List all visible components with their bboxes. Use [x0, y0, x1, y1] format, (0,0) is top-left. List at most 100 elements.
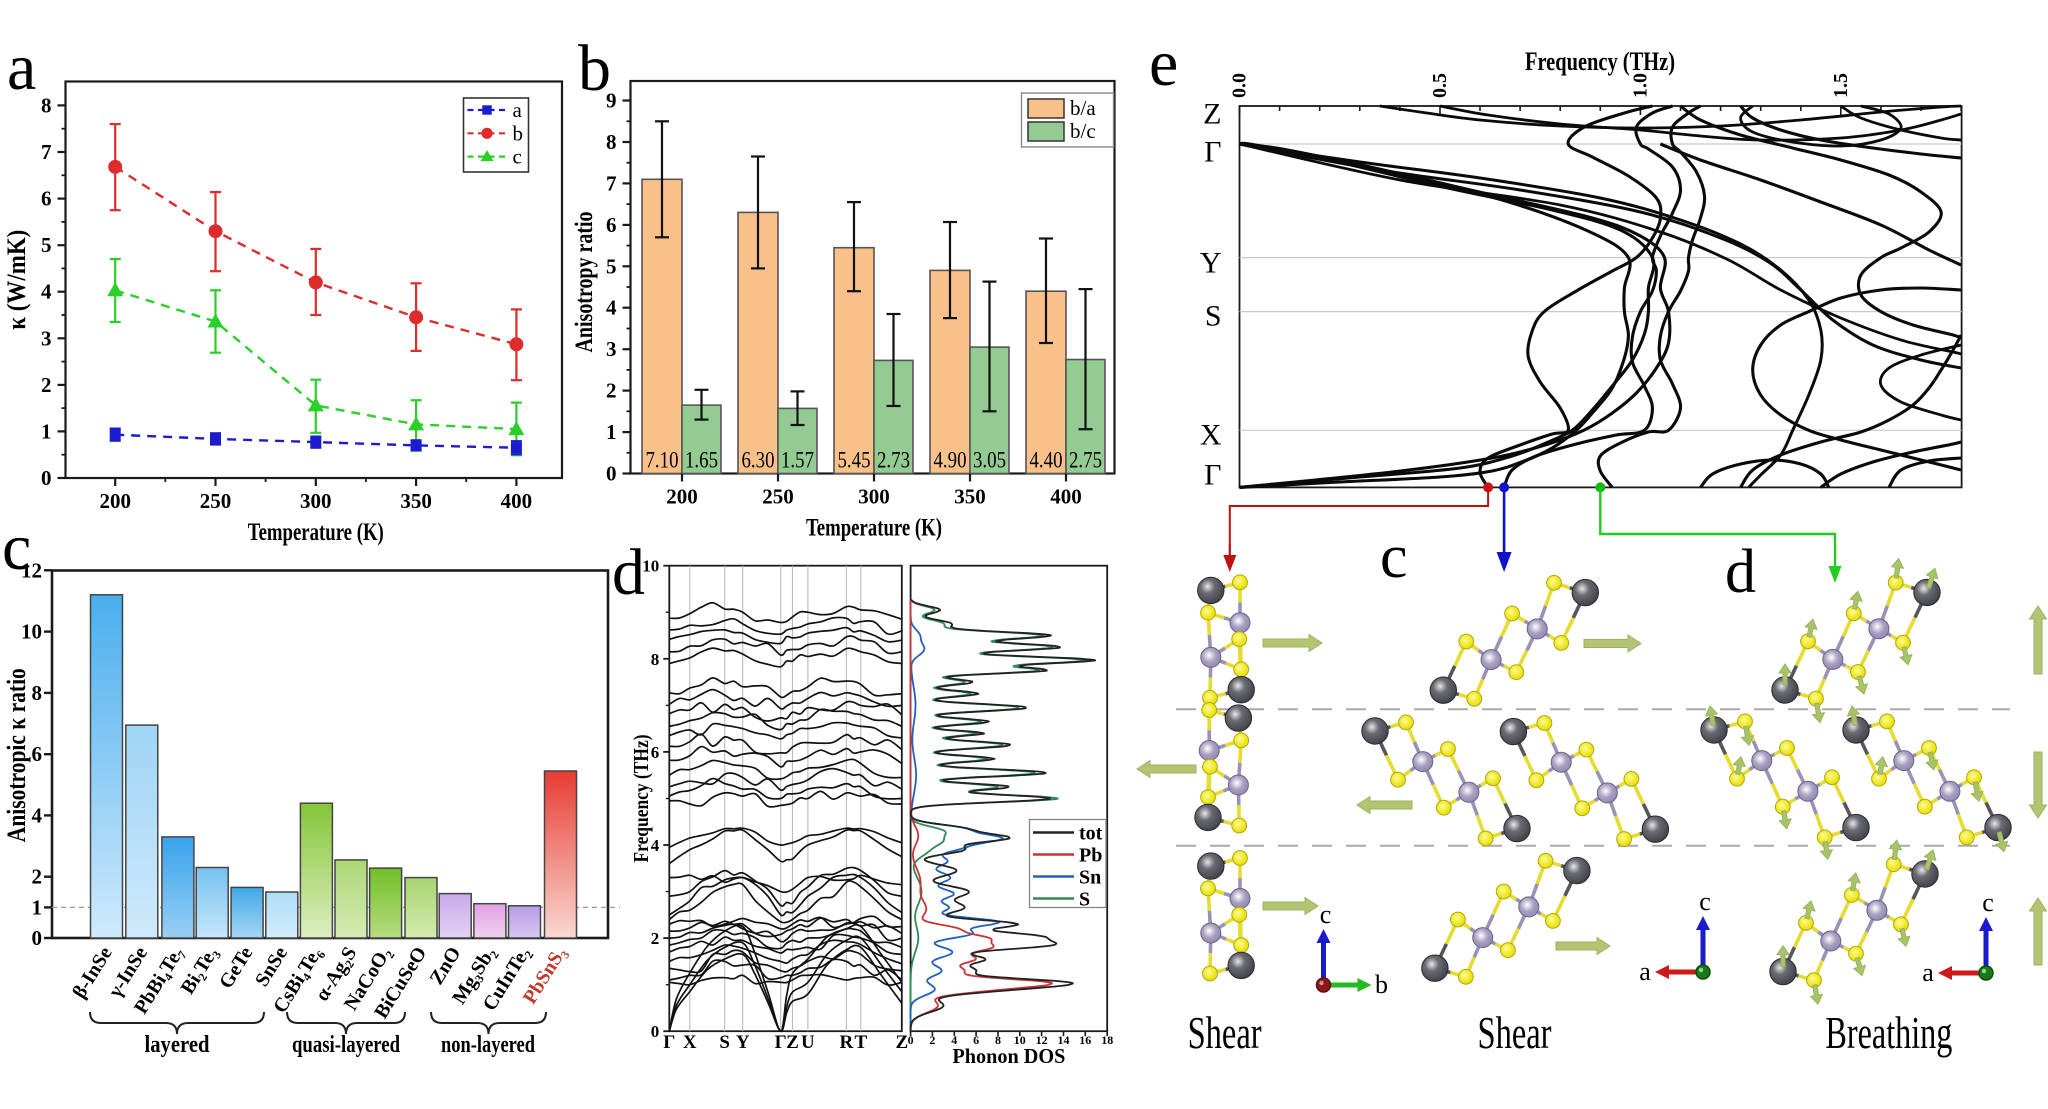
svg-text:6: 6 [41, 187, 52, 211]
svg-text:X: X [683, 1032, 697, 1053]
svg-text:Temperature (K): Temperature (K) [248, 519, 384, 546]
svg-text:3.05: 3.05 [973, 448, 1006, 473]
svg-text:Frequency (THz): Frequency (THz) [629, 734, 653, 862]
svg-text:0: 0 [651, 1022, 660, 1041]
svg-text:a: a [1639, 957, 1651, 986]
svg-text:7: 7 [41, 140, 52, 164]
svg-text:non-layered: non-layered [441, 1032, 535, 1058]
svg-text:Γ: Γ [1204, 459, 1221, 492]
svg-text:1: 1 [606, 420, 617, 444]
svg-text:Breathing: Breathing [1825, 1008, 1952, 1058]
svg-text:Sn: Sn [1079, 867, 1101, 889]
svg-text:6.30: 6.30 [742, 448, 775, 473]
svg-text:5.45: 5.45 [838, 448, 871, 473]
svg-text:Shear: Shear [1188, 1008, 1262, 1058]
svg-text:2: 2 [41, 373, 52, 397]
svg-text:c: c [1982, 888, 1994, 917]
svg-text:250: 250 [200, 489, 232, 513]
svg-text:0: 0 [32, 926, 43, 950]
svg-text:300: 300 [300, 489, 332, 513]
svg-text:S: S [1205, 300, 1222, 333]
svg-text:3: 3 [41, 326, 52, 350]
svg-text:7.10: 7.10 [646, 448, 679, 473]
svg-text:T: T [854, 1032, 867, 1053]
svg-text:c: c [1699, 887, 1711, 916]
svg-text:c: c [2, 511, 31, 584]
svg-text:a: a [1922, 958, 1934, 987]
svg-text:10: 10 [21, 620, 42, 644]
svg-text:0: 0 [606, 462, 617, 486]
svg-text:400: 400 [1050, 485, 1082, 509]
svg-text:Y: Y [1200, 247, 1222, 280]
svg-text:c: c [1320, 900, 1332, 929]
svg-text:5: 5 [606, 254, 617, 278]
svg-text:2: 2 [32, 865, 43, 889]
svg-text:8: 8 [32, 681, 43, 705]
svg-text:1.65: 1.65 [685, 448, 718, 473]
svg-text:250: 250 [762, 485, 794, 509]
svg-text:Γ: Γ [663, 1032, 675, 1053]
svg-text:layered: layered [145, 1032, 211, 1058]
svg-text:quasi-layered: quasi-layered [292, 1032, 401, 1058]
svg-text:4: 4 [41, 280, 52, 304]
svg-text:Phonon DOS: Phonon DOS [952, 1044, 1065, 1068]
svg-text:12: 12 [1036, 1033, 1048, 1047]
svg-text:5: 5 [41, 233, 52, 257]
svg-text:0.0: 0.0 [1229, 73, 1251, 98]
svg-text:6: 6 [973, 1033, 979, 1047]
svg-text:16: 16 [1079, 1033, 1091, 1047]
svg-text:200: 200 [99, 489, 131, 513]
svg-text:b/c: b/c [1070, 119, 1096, 143]
svg-text:7: 7 [606, 171, 617, 195]
svg-text:4.40: 4.40 [1030, 448, 1063, 473]
svg-text:2: 2 [606, 379, 617, 403]
svg-text:6: 6 [606, 213, 617, 237]
svg-text:4.90: 4.90 [934, 448, 967, 473]
svg-text:0.5: 0.5 [1429, 73, 1451, 98]
svg-text:10: 10 [1014, 1033, 1026, 1047]
svg-text:1.5: 1.5 [1830, 73, 1852, 98]
svg-text:κ (W/mK): κ (W/mK) [2, 230, 31, 330]
svg-text:b: b [578, 32, 611, 105]
svg-text:S: S [719, 1032, 730, 1053]
svg-text:b: b [513, 121, 524, 145]
svg-text:Z: Z [786, 1032, 799, 1053]
svg-text:2.75: 2.75 [1069, 448, 1102, 473]
svg-text:350: 350 [400, 489, 432, 513]
svg-text:Anisotropic κ ratio: Anisotropic κ ratio [2, 668, 31, 842]
svg-text:6: 6 [32, 742, 43, 766]
svg-text:a: a [513, 98, 523, 122]
svg-text:Frequency (THz): Frequency (THz) [1525, 47, 1675, 76]
svg-text:Shear: Shear [1478, 1008, 1552, 1058]
svg-text:1.0: 1.0 [1629, 73, 1651, 98]
svg-text:6: 6 [651, 743, 660, 762]
svg-text:X: X [1200, 418, 1222, 451]
svg-text:c: c [513, 145, 522, 169]
svg-text:Γ: Γ [1204, 136, 1221, 169]
svg-text:3: 3 [606, 337, 617, 361]
svg-text:1.57: 1.57 [781, 448, 814, 473]
svg-text:1: 1 [41, 419, 52, 443]
svg-text:Z: Z [895, 1032, 908, 1053]
svg-text:Y: Y [736, 1032, 750, 1053]
svg-text:Anisotropy ratio: Anisotropy ratio [571, 212, 598, 353]
svg-text:a: a [7, 31, 36, 104]
svg-text:2: 2 [929, 1033, 935, 1047]
svg-text:10: 10 [642, 557, 659, 576]
svg-text:8: 8 [41, 93, 52, 117]
svg-text:4: 4 [951, 1033, 957, 1047]
svg-text:200: 200 [666, 485, 698, 509]
svg-text:400: 400 [501, 489, 533, 513]
svg-text:Temperature (K): Temperature (K) [806, 515, 942, 542]
svg-text:c: c [1380, 523, 1408, 591]
svg-text:b: b [1375, 970, 1388, 999]
svg-text:18: 18 [1101, 1033, 1113, 1047]
svg-text:8: 8 [651, 650, 660, 669]
svg-text:2: 2 [651, 929, 660, 948]
svg-text:0: 0 [908, 1033, 914, 1047]
svg-text:Z: Z [1203, 98, 1221, 131]
svg-text:4: 4 [651, 836, 660, 855]
svg-text:1: 1 [32, 895, 43, 919]
svg-text:e: e [1149, 27, 1178, 100]
svg-text:14: 14 [1058, 1033, 1070, 1047]
